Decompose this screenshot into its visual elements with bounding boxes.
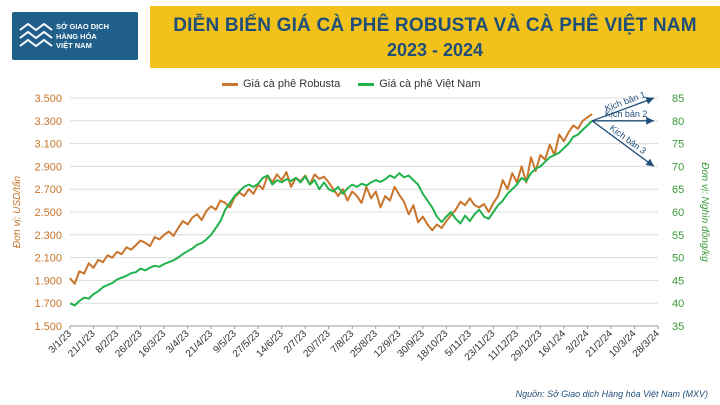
y-right-axis-title: Đơn vị: Nghìn đồng/kg	[699, 162, 711, 262]
y-right-tick-label: 35	[672, 321, 684, 333]
header: SỞ GIAO DỊCH HÀNG HÓA VIỆT NAM DIỄN BIẾN…	[0, 0, 720, 78]
title-band	[150, 6, 720, 68]
scenario-arrow	[591, 97, 655, 122]
mxv-logo: SỞ GIAO DỊCH HÀNG HÓA VIỆT NAM	[12, 12, 138, 60]
source-note: Nguồn: Sở Giao dịch Hàng hóa Việt Nam (M…	[515, 389, 708, 399]
legend-item-vietnam: Giá cà phê Việt Nam	[358, 78, 481, 90]
y-right-tick-label: 40	[672, 298, 684, 310]
y-left-tick-label: 2.100	[34, 253, 62, 265]
scenario-label: Kịch bản 3	[608, 123, 648, 156]
y-right-tick-label: 75	[672, 139, 684, 151]
legend-item-robusta: Giá cà phê Robusta	[222, 78, 340, 90]
y-left-tick-label: 1.900	[34, 275, 62, 287]
y-left-tick-label: 1.500	[34, 321, 62, 333]
y-left-tick-label: 3.500	[34, 93, 62, 105]
logo-text: SỞ GIAO DỊCH HÀNG HÓA VIỆT NAM	[56, 22, 110, 50]
legend-swatch-vietnam	[358, 82, 375, 86]
x-tick-label: 28/3/24	[631, 328, 663, 360]
y-right-tick-label: 50	[672, 253, 684, 265]
y-right-tick-label: 55	[672, 230, 684, 242]
series-line-vietnam	[69, 120, 593, 307]
scenario-arrow	[591, 120, 655, 167]
x-tick-label: 14/6/23	[254, 328, 286, 360]
x-tick-label: 21/1/23	[66, 328, 98, 360]
series-line-robusta	[69, 113, 593, 285]
y-left-tick-label: 2.900	[34, 161, 62, 173]
y-left-tick-label: 2.700	[34, 184, 62, 196]
x-tick-label: 16/1/24	[537, 328, 569, 360]
y-right-tick-label: 70	[672, 161, 684, 173]
legend-swatch-robusta	[222, 82, 238, 86]
x-tick-label: 20/7/23	[301, 328, 333, 360]
y-left-tick-label: 1.700	[34, 298, 62, 310]
y-left-tick-label: 3.300	[34, 116, 62, 128]
x-tick-label: 16/3/23	[137, 328, 169, 360]
y-right-tick-label: 60	[672, 207, 684, 219]
y-left-axis-title: Đơn vị: USD/tấn	[11, 175, 23, 248]
y-right-tick-label: 45	[672, 275, 684, 287]
chart-title: DIỄN BIẾN GIÁ CÀ PHÊ ROBUSTA VÀ CÀ PHÊ V…	[173, 15, 697, 36]
y-left-tick-label: 3.100	[34, 139, 62, 151]
scenario-label: Kịch bản 2	[605, 109, 648, 119]
y-right-tick-label: 80	[672, 116, 684, 128]
mxv-logo-icon	[19, 22, 53, 48]
legend: Giá cà phê Robusta Giá cà phê Việt Nam	[222, 76, 499, 92]
y-left-tick-label: 2.300	[34, 230, 62, 242]
legend-label-vietnam: Giá cà phê Việt Nam	[379, 78, 481, 90]
y-right-tick-label: 65	[672, 184, 684, 196]
chart-subtitle: 2023 - 2024	[386, 40, 484, 60]
y-left-tick-label: 2.500	[34, 207, 62, 219]
y-right-tick-label: 85	[672, 93, 684, 105]
legend-label-robusta: Giá cà phê Robusta	[243, 78, 341, 90]
x-tick-label: 21/4/23	[184, 328, 216, 360]
